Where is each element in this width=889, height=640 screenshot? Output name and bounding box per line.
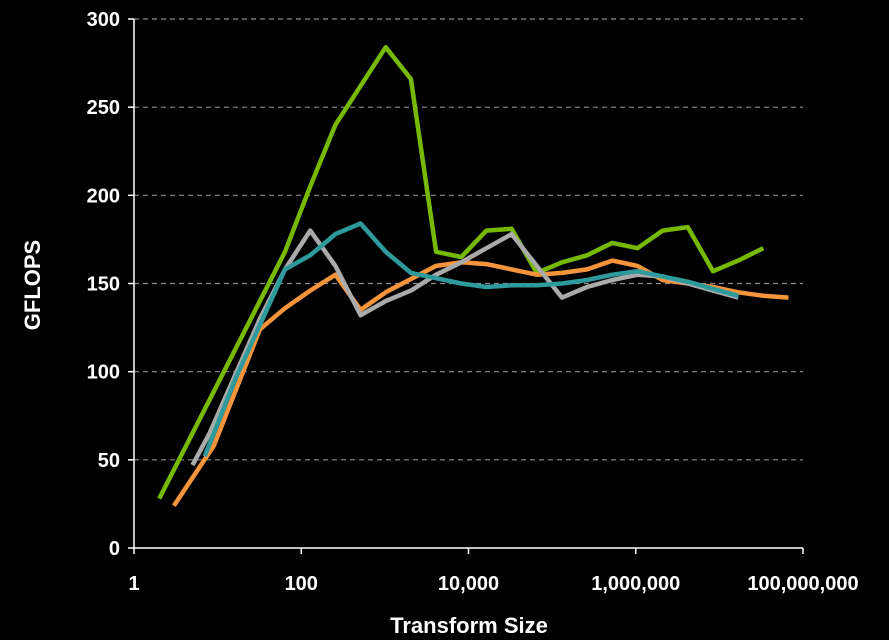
x-tick-labels: 1 100 10,000 1,000,000 100,000,000 (128, 573, 858, 595)
series-line-3 (190, 228, 739, 467)
y-tick-label: 250 (87, 97, 120, 119)
x-tick-label: 10,000 (438, 573, 499, 595)
axes (128, 18, 804, 554)
x-axis-title: Transform Size (390, 613, 548, 638)
x-tick-label: 100 (285, 573, 318, 595)
series-line-2 (172, 258, 789, 507)
y-tick-labels: 0 50 100 150 200 250 300 (87, 9, 120, 560)
y-tick-label: 150 (87, 274, 120, 296)
series-line-1 (157, 44, 765, 500)
x-tick-label: 100,000,000 (747, 573, 858, 595)
y-tick-label: 50 (98, 450, 120, 472)
y-tick-label: 300 (87, 9, 120, 31)
x-tick-label: 1,000,000 (591, 573, 680, 595)
y-tick-label: 0 (109, 538, 120, 560)
y-tick-label: 100 (87, 362, 120, 384)
series-lines (157, 44, 789, 507)
y-axis-title: GFLOPS (20, 240, 45, 330)
series-line-4 (202, 221, 739, 458)
y-tick-label: 200 (87, 185, 120, 207)
x-tick-label: 1 (128, 573, 139, 595)
